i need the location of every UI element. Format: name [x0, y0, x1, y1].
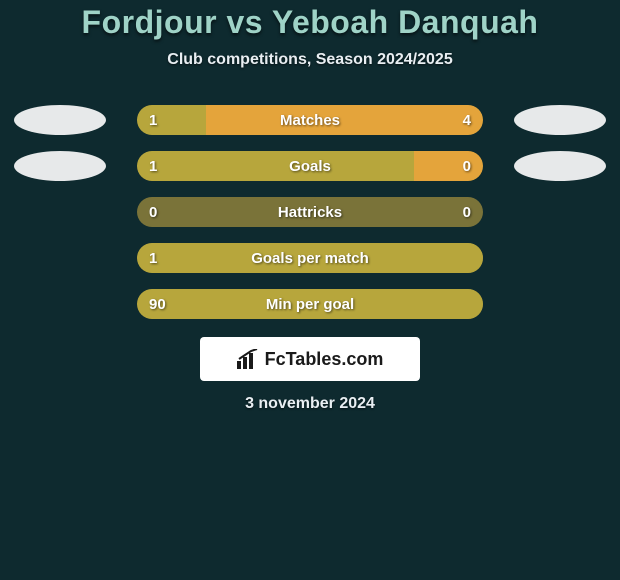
stat-label: Min per goal [266, 296, 354, 313]
page-title: Fordjour vs Yeboah Danquah [0, 4, 620, 41]
stat-bar: 1 Goals 0 [137, 151, 483, 181]
stat-row: 90 Min per goal [0, 289, 620, 319]
site-badge[interactable]: FcTables.com [200, 337, 420, 381]
stat-bar: 1 Matches 4 [137, 105, 483, 135]
stat-label: Goals [289, 158, 331, 175]
date-text: 3 november 2024 [0, 395, 620, 413]
bars-container: 1 Matches 4 1 Goals 0 0 Hattricks 0 1 Goals per ma… [0, 105, 620, 319]
stat-row: 1 Goals per match [0, 243, 620, 273]
stat-row: 1 Matches 4 [0, 105, 620, 135]
stat-bar: 1 Goals per match [137, 243, 483, 273]
subtitle: Club competitions, Season 2024/2025 [0, 51, 620, 69]
chart-icon [237, 349, 259, 369]
stat-value-right: 4 [463, 112, 471, 129]
site-badge-text: FcTables.com [265, 349, 384, 370]
stat-seg-right [414, 151, 483, 181]
stat-value-left: 1 [149, 158, 157, 175]
stat-label: Matches [280, 112, 340, 129]
stat-value-left: 0 [149, 204, 157, 221]
stat-value-right: 0 [463, 158, 471, 175]
player-badge-left [14, 105, 106, 135]
stat-seg-left [137, 105, 206, 135]
player-badge-left [14, 151, 106, 181]
stat-label: Goals per match [251, 250, 369, 267]
stat-value-left: 1 [149, 112, 157, 129]
stat-bar: 90 Min per goal [137, 289, 483, 319]
stat-row: 0 Hattricks 0 [0, 197, 620, 227]
stat-row: 1 Goals 0 [0, 151, 620, 181]
stat-value-left: 90 [149, 296, 166, 313]
stat-label: Hattricks [278, 204, 342, 221]
player-badge-right [514, 105, 606, 135]
stat-seg-right [206, 105, 483, 135]
player-badge-right [514, 151, 606, 181]
stats-card: Fordjour vs Yeboah Danquah Club competit… [0, 0, 620, 580]
stat-seg-left [137, 151, 414, 181]
stat-value-right: 0 [463, 204, 471, 221]
stat-bar: 0 Hattricks 0 [137, 197, 483, 227]
stat-value-left: 1 [149, 250, 157, 267]
